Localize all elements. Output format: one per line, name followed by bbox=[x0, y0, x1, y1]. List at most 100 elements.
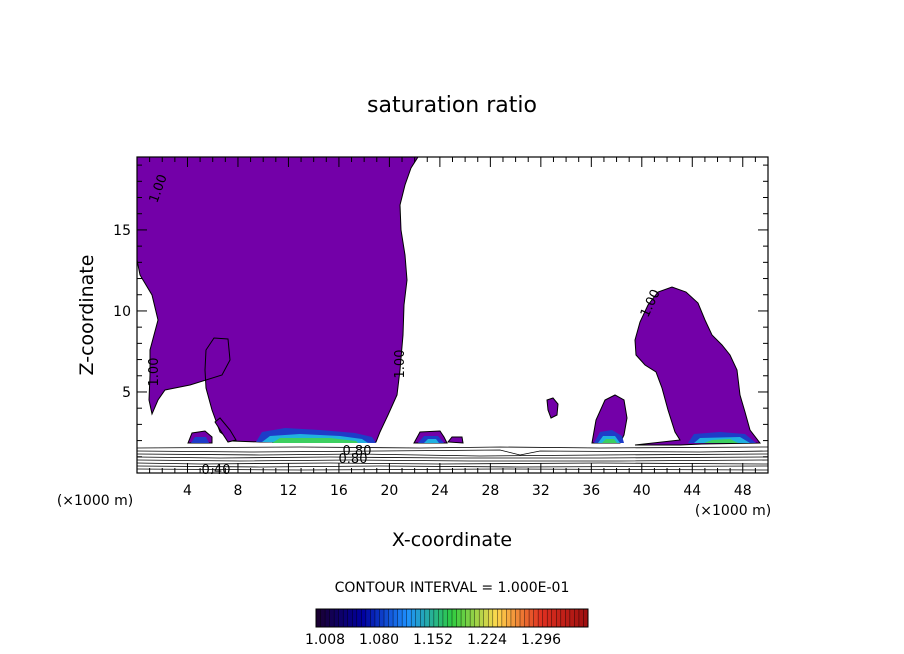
contour-line-8 bbox=[137, 468, 768, 471]
y-axis-label: Z-coordinate bbox=[76, 255, 98, 376]
contour-label-surface-080-a: 0.80 bbox=[343, 444, 372, 459]
colorbar-swatch bbox=[447, 609, 453, 627]
x-tick-label: 8 bbox=[233, 483, 242, 499]
colorbar-swatch bbox=[415, 609, 421, 627]
x-tick-label: 24 bbox=[431, 483, 449, 499]
x-unit-left: (×1000 m) bbox=[57, 493, 133, 509]
colorbar-swatch bbox=[442, 609, 448, 627]
colorbar-swatch bbox=[325, 609, 331, 627]
colorbar-label: 1.152 bbox=[413, 632, 453, 648]
colorbar-swatch bbox=[565, 609, 571, 627]
fill-region-blob-7 bbox=[214, 417, 237, 443]
colorbar-swatch bbox=[352, 609, 358, 627]
x-tick-label: 40 bbox=[633, 483, 651, 499]
fill-region-left-cloud bbox=[137, 157, 419, 443]
colorbar-swatch bbox=[479, 609, 485, 627]
colorbar-swatch bbox=[433, 609, 439, 627]
saturation-fill-regions bbox=[137, 157, 762, 446]
x-tick-label: 44 bbox=[683, 483, 701, 499]
y-tick-label: 10 bbox=[113, 304, 131, 320]
contour-line-7 bbox=[137, 465, 768, 468]
x-tick-label: 12 bbox=[280, 483, 298, 499]
colorbar-swatch bbox=[406, 609, 412, 627]
colorbar-swatch bbox=[578, 609, 584, 627]
colorbar-swatch bbox=[329, 609, 335, 627]
colorbar-swatch bbox=[402, 609, 408, 627]
patch-23-cyan bbox=[424, 439, 439, 443]
colorbar-swatch bbox=[456, 609, 462, 627]
x-tick-label: 4 bbox=[183, 483, 192, 499]
patch-37-green bbox=[602, 439, 617, 443]
colorbar bbox=[315, 608, 589, 628]
patch-45-green bbox=[704, 439, 738, 443]
colorbar-swatch bbox=[438, 609, 444, 627]
colorbar-swatch bbox=[547, 609, 553, 627]
colorbar-swatch bbox=[424, 609, 430, 627]
contour-label-surface-040: 0.40 bbox=[202, 463, 231, 478]
contour-label-surface-080-b: 0.80 bbox=[339, 452, 368, 467]
colorbar-swatch bbox=[583, 609, 589, 627]
patch-5-blue bbox=[191, 437, 209, 443]
colorbar-label: 1.296 bbox=[521, 632, 561, 648]
colorbar-swatch bbox=[538, 609, 544, 627]
colorbar-label: 1.080 bbox=[359, 632, 399, 648]
colorbar-swatch bbox=[556, 609, 562, 627]
x-tick-label: 48 bbox=[734, 483, 752, 499]
colorbar-label: 1.224 bbox=[467, 632, 507, 648]
fill-region-right-cloud bbox=[634, 286, 762, 446]
colorbar-swatch bbox=[411, 609, 417, 627]
colorbar-swatch bbox=[551, 609, 557, 627]
colorbar-swatch bbox=[320, 609, 326, 627]
x-tick-label: 20 bbox=[380, 483, 398, 499]
colorbar-swatch bbox=[524, 609, 530, 627]
colorbar-swatch bbox=[501, 609, 507, 627]
contour-interval-text: CONTOUR INTERVAL = 1.000E-01 bbox=[335, 580, 570, 596]
colorbar-swatch bbox=[497, 609, 503, 627]
surface-contour-lines bbox=[137, 446, 768, 471]
colorbar-swatch bbox=[520, 609, 526, 627]
contour-line-4 bbox=[137, 456, 768, 459]
contour-line-2 bbox=[137, 449, 768, 456]
x-unit-right: (×1000 m) bbox=[695, 503, 771, 519]
contour-line-3 bbox=[137, 453, 768, 457]
colorbar-swatch bbox=[492, 609, 498, 627]
contour-line-1 bbox=[137, 446, 768, 449]
colorbar-frame bbox=[315, 608, 589, 628]
colorbar-swatch bbox=[316, 609, 322, 627]
colorbar-swatch bbox=[515, 609, 521, 627]
fill-region-blob-33 bbox=[546, 397, 559, 419]
colorbar-swatch bbox=[388, 609, 394, 627]
colorbar-swatch bbox=[334, 609, 340, 627]
colorbar-swatch bbox=[397, 609, 403, 627]
colorbar-swatch bbox=[542, 609, 548, 627]
x-tick-label: 36 bbox=[582, 483, 600, 499]
colorbar-swatch bbox=[506, 609, 512, 627]
axis-ticks bbox=[137, 157, 768, 473]
colorbar-swatch bbox=[393, 609, 399, 627]
colorbar-swatch bbox=[384, 609, 390, 627]
colorbar-swatch bbox=[429, 609, 435, 627]
colorbar-swatch bbox=[343, 609, 349, 627]
colorbar-swatch bbox=[569, 609, 575, 627]
contour-label-left: 1.00 bbox=[147, 358, 162, 387]
contour-line-5 bbox=[137, 459, 768, 462]
colorbar-swatch bbox=[420, 609, 426, 627]
colorbar-swatch bbox=[474, 609, 480, 627]
colorbar-swatch bbox=[488, 609, 494, 627]
colorbar-swatch bbox=[483, 609, 489, 627]
colorbar-swatch bbox=[347, 609, 353, 627]
y-tick-label: 15 bbox=[113, 223, 131, 239]
contour-line-6 bbox=[137, 462, 768, 465]
colorbar-swatch bbox=[356, 609, 362, 627]
x-tick-label: 32 bbox=[532, 483, 550, 499]
high-saturation-patches bbox=[191, 428, 756, 443]
colorbar-swatch bbox=[560, 609, 566, 627]
colorbar-swatch bbox=[361, 609, 367, 627]
contour-label-center: 1.00 bbox=[393, 350, 408, 379]
colorbar-swatch bbox=[452, 609, 458, 627]
colorbar-swatch bbox=[465, 609, 471, 627]
x-tick-label: 16 bbox=[330, 483, 348, 499]
colorbar-swatch bbox=[510, 609, 516, 627]
